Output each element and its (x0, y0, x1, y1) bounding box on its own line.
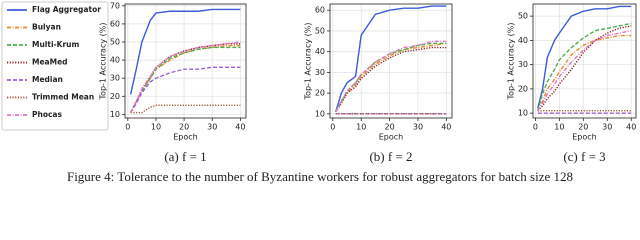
y-tick-label: 30 (110, 74, 120, 83)
legend-label: Bulyan (32, 23, 61, 32)
series-line (537, 34, 632, 112)
y-axis-label: Top-1 Accuracy (%) (304, 23, 313, 101)
legend-label: MeaMed (32, 58, 68, 67)
y-tick-label: 30 (518, 60, 528, 69)
x-tick-label: 40 (626, 123, 636, 132)
series-line (335, 40, 447, 113)
legend-label: Trimmed Mean (32, 93, 94, 102)
y-tick-label: 50 (110, 38, 120, 47)
plot-frame (329, 3, 453, 119)
figure: Figure 4: Tolerance to the number of Byz… (1, 1, 637, 184)
series-line (537, 25, 632, 112)
y-tick-label: 20 (518, 84, 528, 93)
legend-label: Flag Aggregator (32, 5, 101, 14)
x-tick-label: 0 (533, 123, 538, 132)
y-axis-label: Top-1 Accuracy (%) (99, 23, 108, 101)
legend-box (1, 1, 109, 131)
subplot-caption: (a) f = 1 (164, 149, 206, 164)
y-tick-label: 40 (518, 36, 528, 45)
x-tick-label: 10 (356, 123, 366, 132)
plot-frame (124, 3, 247, 119)
x-tick-label: 0 (330, 123, 335, 132)
y-tick-label: 60 (110, 19, 120, 28)
x-tick-label: 30 (602, 123, 612, 132)
x-tick-label: 20 (578, 123, 588, 132)
x-axis-label: Epoch (572, 133, 597, 142)
series-line (335, 5, 447, 112)
series-line (130, 44, 241, 113)
y-tick-label: 20 (110, 92, 120, 101)
plot-frame (532, 3, 637, 119)
legend-label: Median (32, 75, 63, 84)
x-tick-label: 20 (384, 123, 394, 132)
y-tick-label: 10 (315, 109, 325, 118)
y-tick-label: 70 (110, 1, 120, 10)
x-axis-label: Epoch (379, 133, 404, 142)
x-tick-label: 10 (151, 123, 161, 132)
series-line (130, 46, 241, 113)
series-line (130, 104, 241, 114)
y-axis-label: Top-1 Accuracy (%) (507, 23, 516, 101)
y-tick-label: 40 (110, 56, 120, 65)
series-line (537, 29, 632, 112)
x-tick-label: 30 (413, 123, 423, 132)
x-tick-label: 0 (125, 123, 130, 132)
y-tick-label: 60 (315, 6, 325, 15)
x-tick-label: 40 (235, 123, 245, 132)
y-tick-label: 30 (315, 68, 325, 77)
subplot-caption: (c) f = 3 (563, 149, 605, 164)
y-tick-label: 50 (518, 12, 528, 21)
subplot-caption: (b) f = 2 (369, 149, 412, 164)
series-line (130, 41, 241, 113)
figure-caption: Figure 4: Tolerance to the number of Byz… (67, 169, 573, 184)
series-line (129, 8, 241, 95)
x-tick-label: 10 (554, 123, 564, 132)
x-axis-label: Epoch (173, 133, 198, 142)
legend-label: Multi-Krum (32, 40, 79, 49)
x-tick-label: 40 (441, 123, 451, 132)
y-tick-label: 10 (110, 110, 120, 119)
legend-label: Phocas (32, 110, 62, 119)
y-tick-label: 10 (518, 109, 528, 118)
series-line (130, 66, 241, 113)
series-line (537, 5, 632, 109)
y-tick-label: 40 (315, 47, 325, 56)
y-tick-label: 50 (315, 26, 325, 35)
x-tick-label: 30 (207, 123, 217, 132)
y-tick-label: 20 (315, 89, 325, 98)
series-line (537, 22, 632, 111)
x-tick-label: 20 (179, 123, 189, 132)
